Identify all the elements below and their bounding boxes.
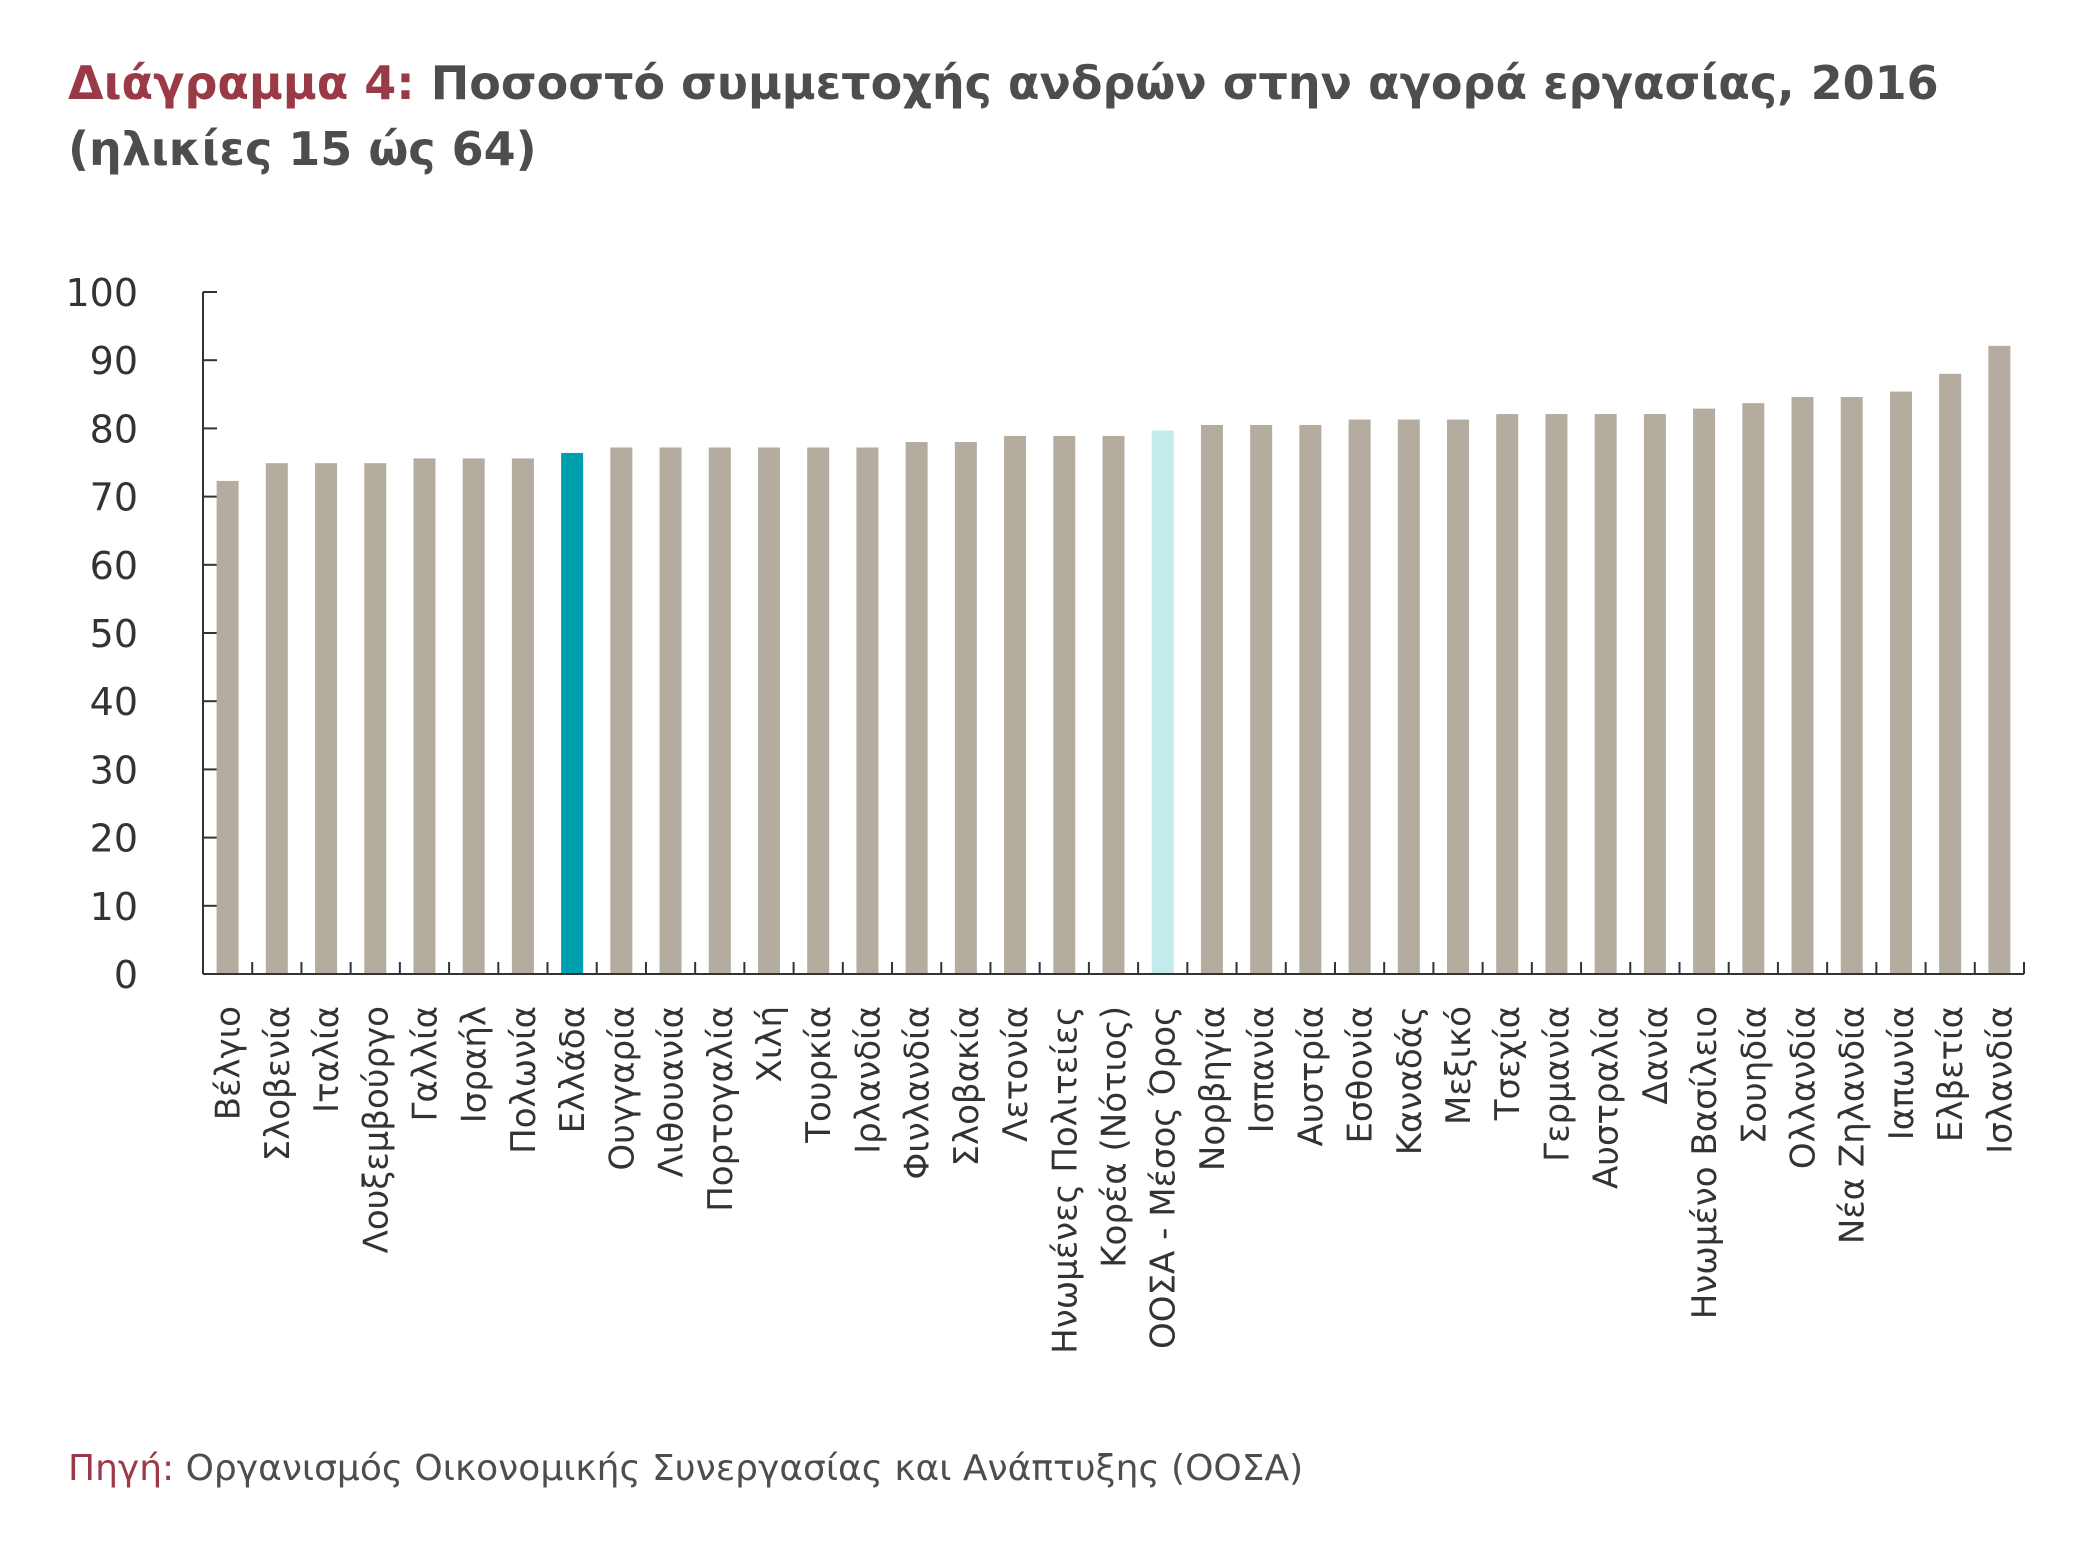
- bar: [1053, 435, 1076, 975]
- bar: [1988, 345, 2011, 974]
- bar: [364, 463, 387, 974]
- bar: [561, 452, 584, 974]
- bar: [1348, 419, 1371, 974]
- bar: [1250, 424, 1273, 974]
- bar: [1200, 424, 1223, 974]
- y-tick-label: 60: [90, 544, 138, 588]
- y-tick-label: 80: [90, 407, 138, 451]
- bar: [905, 442, 928, 974]
- x-tick-label: ΟΟΣΑ - Μέσος Όρος: [1144, 1006, 1184, 1349]
- x-tick-label: Πολωνία: [504, 1006, 544, 1154]
- bar: [1889, 391, 1912, 974]
- x-tick-label: Γερμανία: [1537, 1006, 1577, 1162]
- x-tick-label: Ισραήλ: [455, 1006, 495, 1123]
- x-tick-label: Βέλγιο: [209, 1006, 249, 1120]
- x-tick-label: Ιταλία: [307, 1006, 347, 1113]
- bar: [610, 447, 633, 975]
- x-tick-label: Τσεχία: [1488, 1006, 1528, 1121]
- bar: [1791, 397, 1814, 974]
- x-tick-label: Λετονία: [996, 1006, 1036, 1142]
- x-tick-label: Λουξεμβούργο: [356, 1006, 396, 1253]
- x-tick-label: Ιαπωνία: [1882, 1006, 1922, 1140]
- x-tick-label: Μεξικό: [1439, 1006, 1479, 1125]
- bar: [807, 447, 830, 975]
- bar: [1840, 397, 1863, 974]
- bar: [1447, 419, 1470, 974]
- x-tick-label: Ισπανία: [1242, 1006, 1282, 1133]
- bar: [1004, 435, 1027, 975]
- bar: [1545, 414, 1568, 974]
- bar: [1102, 435, 1125, 975]
- x-tick-label: Πορτογαλία: [701, 1006, 741, 1212]
- x-tick-label: Τουρκία: [799, 1006, 839, 1144]
- bar: [659, 447, 682, 975]
- bar: [265, 463, 288, 974]
- y-tick-label: 90: [90, 339, 138, 383]
- bar: [1939, 373, 1962, 975]
- x-tick-label: Σλοβακία: [947, 1006, 987, 1166]
- bar: [216, 480, 239, 974]
- y-tick-label: 10: [90, 885, 138, 929]
- x-tick-label: Αυστραλία: [1587, 1006, 1627, 1189]
- bar: [1496, 414, 1519, 974]
- bar: [708, 447, 731, 975]
- x-tick-label: Σλοβενία: [258, 1006, 298, 1161]
- x-tick-label: Εσθονία: [1341, 1006, 1381, 1144]
- source-lead: Πηγή:: [68, 1448, 175, 1489]
- bar: [462, 458, 485, 975]
- x-tick-label: Ηνωμένες Πολιτείες: [1045, 1006, 1085, 1354]
- chart-title-lead: Διάγραμμα 4:: [68, 56, 415, 110]
- x-tick-label: Χιλή: [750, 1006, 790, 1082]
- y-tick-label: 20: [90, 817, 138, 861]
- x-tick-label: Ηνωμένο Βασίλειο: [1685, 1006, 1725, 1319]
- bar: [856, 447, 879, 975]
- x-tick-label: Ισλανδία: [1980, 1006, 2020, 1154]
- bar: [315, 463, 338, 974]
- x-tick-label: Ουγγαρία: [602, 1006, 642, 1171]
- bar: [954, 442, 977, 974]
- x-tick-label: Σουηδία: [1734, 1006, 1774, 1144]
- x-tick-label: Ιρλανδία: [848, 1006, 888, 1154]
- bar: [1742, 403, 1765, 974]
- chart-title: Διάγραμμα 4: Ποσοστό συμμετοχής ανδρών σ…: [68, 50, 2028, 182]
- y-tick-label: 100: [65, 271, 138, 315]
- chart-title-text: Ποσοστό συμμετοχής ανδρών στην αγορά εργ…: [68, 56, 1939, 176]
- y-tick-label: 70: [90, 476, 138, 520]
- x-tick-label: Δανία: [1636, 1006, 1676, 1105]
- x-tick-label: Ελλάδα: [553, 1006, 593, 1133]
- x-tick-label: Ολλανδία: [1784, 1006, 1824, 1169]
- bar: [1397, 419, 1420, 974]
- bar: [1299, 424, 1322, 974]
- bar: [1693, 408, 1716, 974]
- y-tick-label: 50: [90, 612, 138, 656]
- bar: [757, 447, 780, 975]
- source-text: Οργανισμός Οικονομικής Συνεργασίας και Α…: [185, 1448, 1304, 1489]
- bar: [413, 458, 436, 975]
- y-axis: 0 10 20 30 40 50 60 70 80 90 100: [65, 271, 217, 997]
- x-tick-label: Φινλανδία: [898, 1006, 938, 1180]
- bars: [216, 345, 2011, 975]
- bar: [1643, 414, 1666, 974]
- bar-chart: 0 10 20 30 40 50 60 70 80 90 100 Βέλγιο Σλοβενία Ιτα…: [65, 271, 2025, 1354]
- bar: [1594, 414, 1617, 974]
- x-tick-label: Κορέα (Νότιος): [1095, 1006, 1135, 1268]
- x-tick-label: Ελβετία: [1931, 1006, 1971, 1142]
- x-tick-label: Λιθουανία: [652, 1006, 692, 1177]
- source-note: Πηγή: Οργανισμός Οικονομικής Συνεργασίας…: [68, 1448, 1303, 1489]
- x-tick-label: Αυστρία: [1291, 1006, 1331, 1146]
- x-tick-label: Νορβηγία: [1193, 1006, 1233, 1171]
- x-tick-label: Καναδάς: [1390, 1006, 1430, 1155]
- y-tick-label: 0: [114, 953, 138, 997]
- y-tick-label: 40: [90, 680, 138, 724]
- bar: [1151, 430, 1174, 974]
- y-tick-label: 30: [90, 748, 138, 792]
- x-tick-label: Γαλλία: [405, 1006, 445, 1122]
- x-axis: Βέλγιο Σλοβενία Ιταλία Λουξεμβούργο Γαλλία Ισ…: [203, 962, 2025, 1354]
- bar: [511, 458, 534, 975]
- x-tick-label: Νέα Ζηλανδία: [1833, 1006, 1873, 1244]
